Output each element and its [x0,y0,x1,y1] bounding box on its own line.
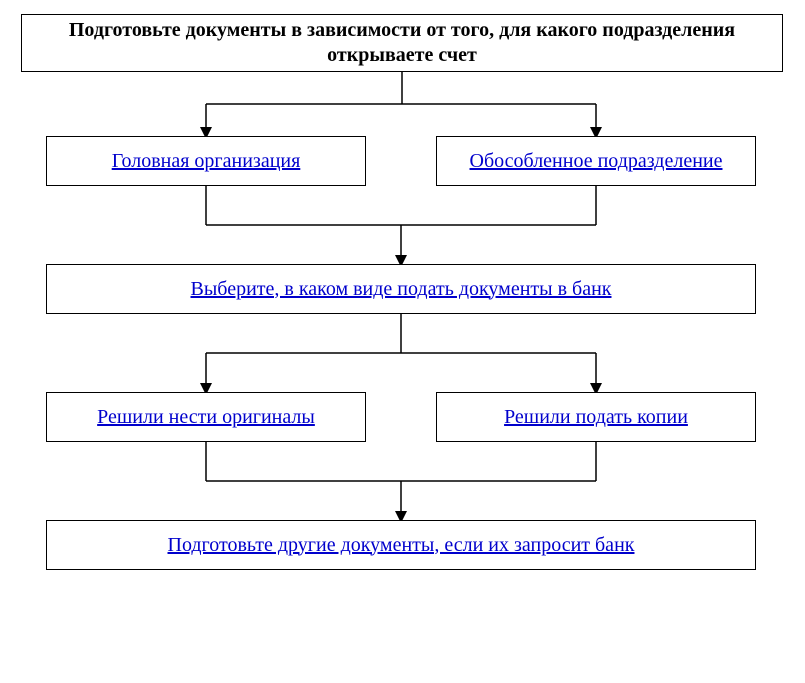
node-link-text[interactable]: Обособленное подразделение [470,150,723,173]
flowchart-node-n6: Решили подать копии [436,392,756,442]
flowchart-connectors [0,0,805,683]
flowchart-node-n3: Обособленное подразделение [436,136,756,186]
node-link-text[interactable]: Головная организация [112,150,301,173]
node-link-text[interactable]: Решили нести оригиналы [97,406,315,429]
flowchart-node-n2: Головная организация [46,136,366,186]
flowchart-node-n5: Решили нести оригиналы [46,392,366,442]
node-link-text[interactable]: Выберите, в каком виде подать документы … [191,278,612,301]
node-title-text: Подготовьте документы в зависимости от т… [32,18,772,68]
flowchart-node-n7: Подготовьте другие документы, если их за… [46,520,756,570]
flowchart-node-n4: Выберите, в каком виде подать документы … [46,264,756,314]
node-link-text[interactable]: Подготовьте другие документы, если их за… [168,534,635,557]
node-link-text[interactable]: Решили подать копии [504,406,688,429]
flowchart-node-n1: Подготовьте документы в зависимости от т… [21,14,783,72]
